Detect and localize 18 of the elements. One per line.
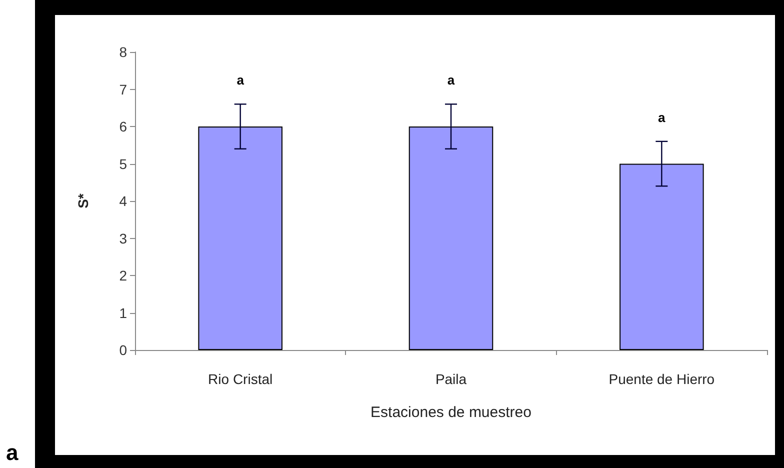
annotation: a [658, 110, 666, 125]
y-tick-label: 3 [119, 230, 128, 246]
x-tick-label: Paila [435, 371, 467, 387]
y-tick-label: 0 [119, 342, 128, 358]
annotation: a [447, 72, 456, 88]
y-tick-label: 2 [119, 268, 128, 284]
y-tick-label: 8 [119, 44, 128, 60]
text: a [6, 440, 18, 466]
y-tick-label: 5 [119, 156, 128, 172]
x-tick-label: Puente de Hierro [608, 371, 715, 387]
x-tick-label: Rio Cristal [208, 371, 273, 387]
y-axis-title: S* [75, 193, 91, 208]
y-tick-label: 7 [119, 81, 128, 98]
y-tick-label: 1 [119, 304, 128, 321]
x-axis-title: Estaciones de muestreo [370, 404, 532, 421]
y-tick-label: 6 [119, 118, 128, 134]
annotation: a [236, 72, 245, 88]
y-tick-label: 4 [119, 193, 128, 209]
